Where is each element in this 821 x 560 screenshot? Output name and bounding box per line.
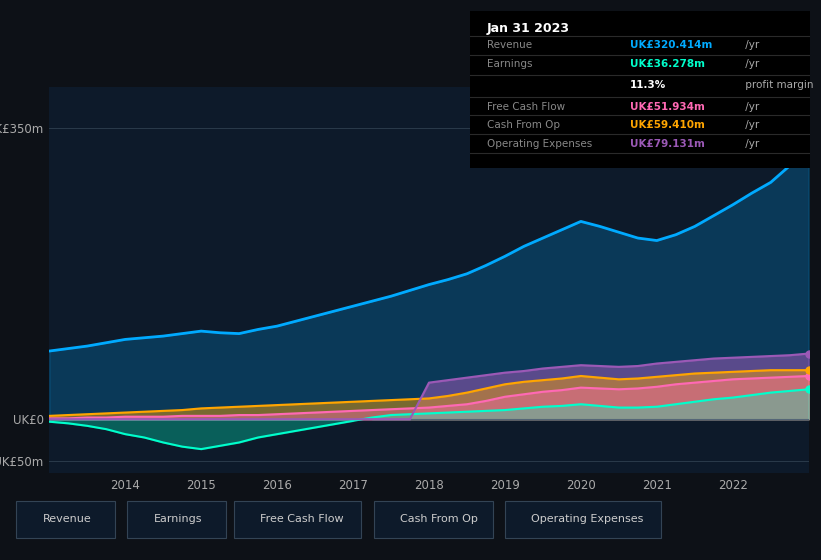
Text: UK£79.131m: UK£79.131m	[630, 139, 704, 149]
Text: Free Cash Flow: Free Cash Flow	[487, 102, 565, 112]
Text: Operating Expenses: Operating Expenses	[531, 515, 644, 524]
Text: Free Cash Flow: Free Cash Flow	[260, 515, 344, 524]
Text: /yr: /yr	[742, 40, 759, 50]
Text: 11.3%: 11.3%	[630, 80, 666, 90]
Text: Earnings: Earnings	[487, 59, 532, 68]
Text: UK£59.410m: UK£59.410m	[630, 120, 704, 130]
Text: UK£36.278m: UK£36.278m	[630, 59, 704, 68]
Text: Cash From Op: Cash From Op	[487, 120, 560, 130]
Text: Revenue: Revenue	[487, 40, 532, 50]
Text: /yr: /yr	[742, 120, 759, 130]
Text: Jan 31 2023: Jan 31 2023	[487, 22, 570, 35]
Text: Revenue: Revenue	[43, 515, 91, 524]
Text: UK£320.414m: UK£320.414m	[630, 40, 712, 50]
Text: Earnings: Earnings	[154, 515, 202, 524]
Text: Cash From Op: Cash From Op	[400, 515, 478, 524]
Text: /yr: /yr	[742, 102, 759, 112]
Text: /yr: /yr	[742, 59, 759, 68]
Text: /yr: /yr	[742, 139, 759, 149]
Text: UK£51.934m: UK£51.934m	[630, 102, 704, 112]
Text: profit margin: profit margin	[742, 80, 814, 90]
Text: Operating Expenses: Operating Expenses	[487, 139, 592, 149]
